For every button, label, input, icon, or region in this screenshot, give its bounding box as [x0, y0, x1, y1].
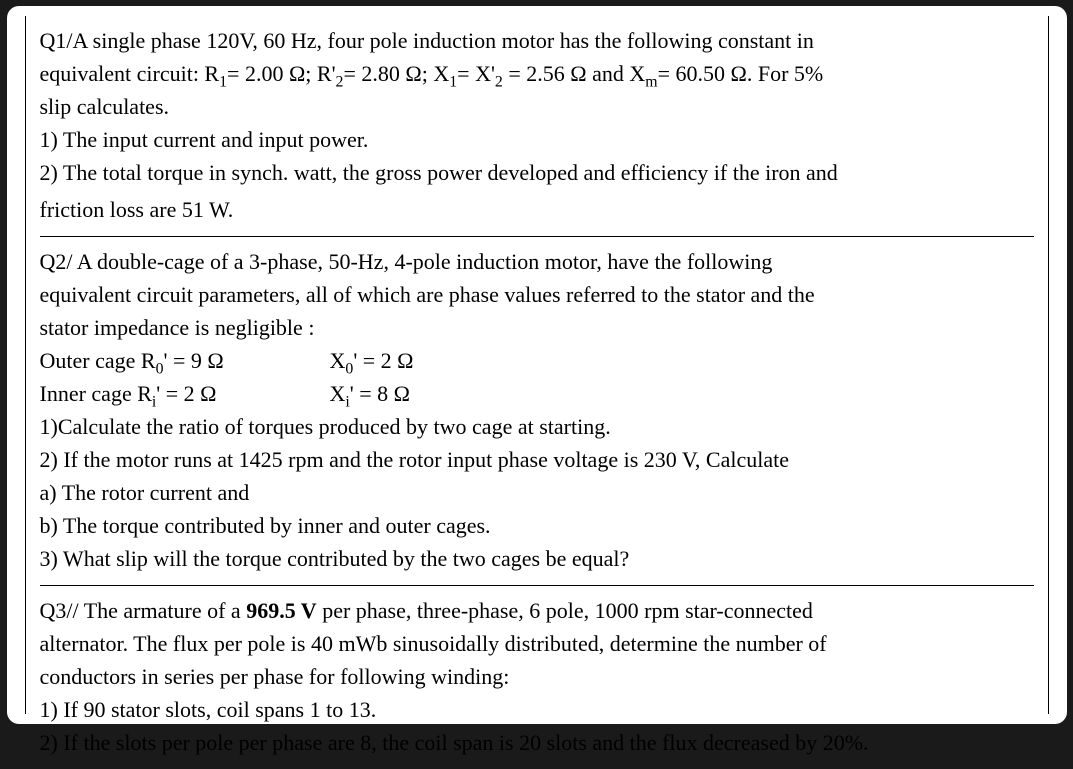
- q3-line5: 2) If the slots per pole per phase are 8…: [40, 726, 1034, 759]
- q1-line6: friction loss are 51 W.: [40, 189, 1034, 226]
- q2-line2: equivalent circuit parameters, all of wh…: [40, 278, 1034, 311]
- content-frame: Q1/A single phase 120V, 60 Hz, four pole…: [25, 16, 1049, 714]
- q3-line2: alternator. The flux per pole is 40 mWb …: [40, 627, 1034, 660]
- q2-inner-x: Xi' = 8 Ω: [330, 377, 530, 410]
- page-container: Q1/A single phase 120V, 60 Hz, four pole…: [7, 6, 1067, 724]
- q1-line1: Q1/A single phase 120V, 60 Hz, four pole…: [40, 24, 1034, 57]
- q2-line10: 3) What slip will the torque contributed…: [40, 542, 1034, 575]
- question-2: Q2/ A double-cage of a 3-phase, 50-Hz, 4…: [40, 237, 1034, 586]
- q3-line4: 1) If 90 stator slots, coil spans 1 to 1…: [40, 693, 1034, 726]
- q2-inner-r: Inner cage Ri' = 2 Ω: [40, 377, 330, 410]
- q3-line3: conductors in series per phase for follo…: [40, 660, 1034, 693]
- q2-line9: b) The torque contributed by inner and o…: [40, 509, 1034, 542]
- q2-line7: 2) If the motor runs at 1425 rpm and the…: [40, 443, 1034, 476]
- question-1: Q1/A single phase 120V, 60 Hz, four pole…: [40, 16, 1034, 237]
- q1-line2: equivalent circuit: R1= 2.00 Ω; R'2= 2.8…: [40, 57, 1034, 90]
- q2-outer-r: Outer cage R0' = 9 Ω: [40, 344, 330, 377]
- q3-line1: Q3// The armature of a 969.5 V per phase…: [40, 594, 1034, 627]
- q3-bold-voltage: 969.5 V: [246, 598, 317, 623]
- q1-line5: 2) The total torque in synch. watt, the …: [40, 156, 1034, 189]
- q1-line4: 1) The input current and input power.: [40, 123, 1034, 156]
- q2-line1: Q2/ A double-cage of a 3-phase, 50-Hz, 4…: [40, 245, 1034, 278]
- q2-line6: 1)Calculate the ratio of torques produce…: [40, 410, 1034, 443]
- q2-line3: stator impedance is negligible :: [40, 311, 1034, 344]
- q2-params-table: Outer cage R0' = 9 Ω X0' = 2 Ω Inner cag…: [40, 344, 1034, 410]
- question-3: Q3// The armature of a 969.5 V per phase…: [40, 586, 1034, 769]
- q1-line3: slip calculates.: [40, 90, 1034, 123]
- q2-line8: a) The rotor current and: [40, 476, 1034, 509]
- q2-outer-x: X0' = 2 Ω: [330, 344, 530, 377]
